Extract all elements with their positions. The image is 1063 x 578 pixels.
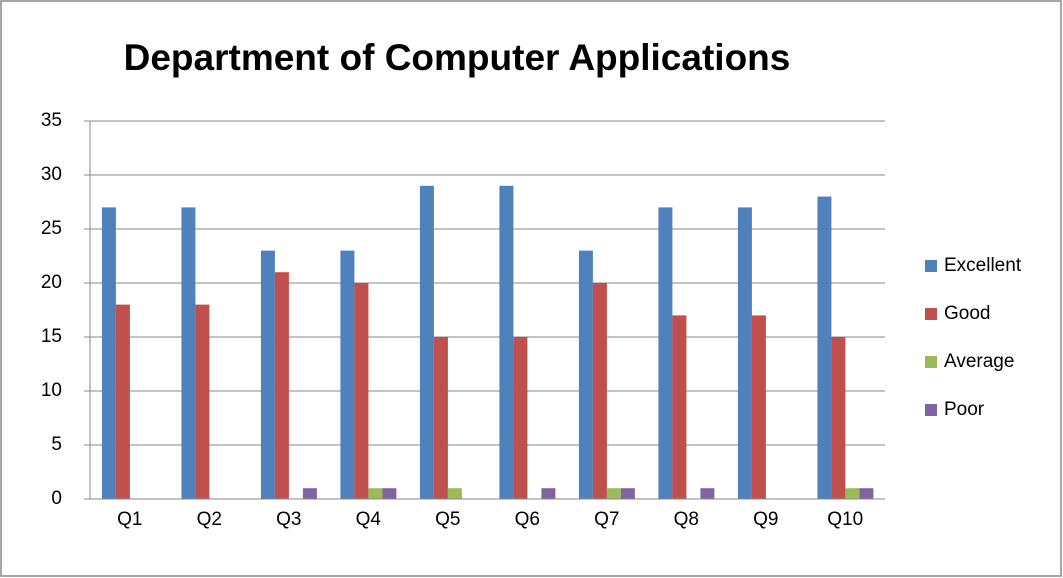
bar [620,488,635,499]
bar [115,304,130,499]
bar [447,488,462,499]
bar [499,185,514,500]
y-tick-label: 20 [41,272,62,293]
legend-label: Average [944,351,1014,372]
legend-label: Excellent [944,255,1022,276]
bar [672,315,687,499]
x-tick-label: Q10 [827,509,863,530]
bar [658,207,673,499]
legend-swatch [925,260,937,272]
x-tick-label: Q7 [594,509,619,530]
x-tick-label: Q8 [674,509,699,530]
bar [751,315,766,499]
y-tick-label: 35 [41,110,62,131]
bar [700,488,715,499]
bar [817,196,832,499]
legend-swatch [925,308,937,320]
x-tick-label: Q1 [117,509,142,530]
y-tick-label: 30 [41,164,62,185]
x-tick-label: Q6 [515,509,540,530]
bar [368,488,383,499]
bar [260,250,275,499]
bar [382,488,397,499]
x-tick-label: Q2 [197,509,222,530]
bar [101,207,116,499]
x-tick-label: Q5 [435,509,460,530]
bar [513,337,528,499]
bar [592,283,607,499]
bar [433,337,448,499]
bar [195,304,210,499]
y-tick-label: 25 [41,218,62,239]
x-tick-label: Q9 [753,509,778,530]
bar [859,488,874,499]
legend-swatch [925,404,937,416]
y-tick-label: 5 [51,434,62,455]
y-tick-label: 15 [41,326,62,347]
bar [737,207,752,499]
legend-label: Poor [944,399,985,420]
x-tick-label: Q4 [356,509,382,530]
bar [606,488,621,499]
chart-title: Department of Computer Applications [124,37,791,78]
bar [578,250,593,499]
bar [274,272,289,499]
bar [419,185,434,500]
x-tick-label: Q3 [276,509,301,530]
legend-label: Good [944,303,990,324]
bar [845,488,860,499]
y-tick-label: 10 [41,380,62,401]
legend-swatch [925,356,937,368]
bar [181,207,196,499]
bar [340,250,355,499]
bar [354,283,369,499]
y-tick-label: 0 [51,488,62,509]
bar [831,337,846,499]
bar [541,488,556,499]
bar [302,488,317,499]
